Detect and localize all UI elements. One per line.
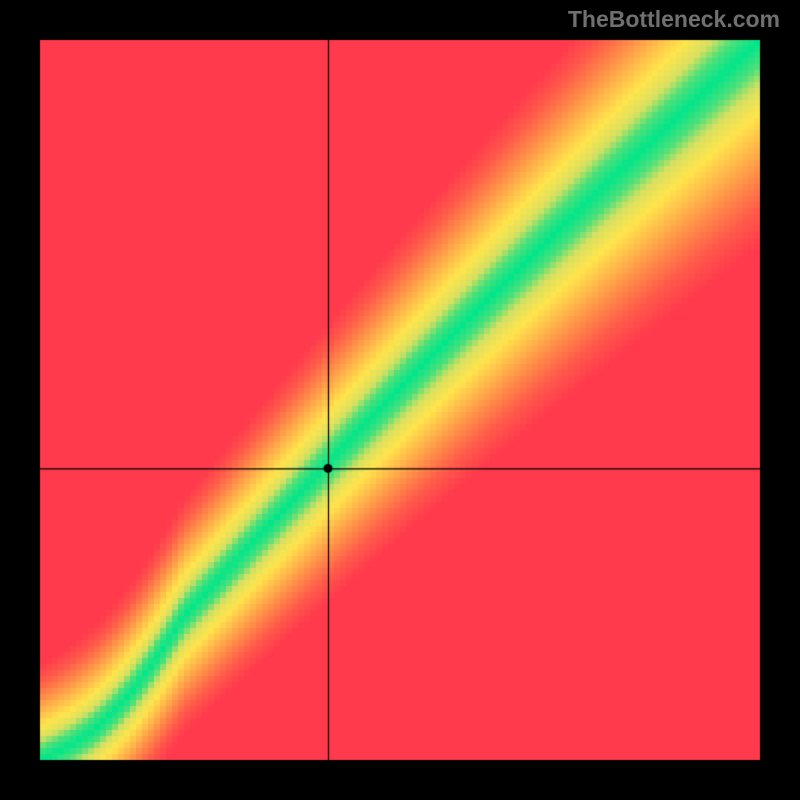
bottleneck-heatmap <box>0 0 800 800</box>
attribution-text: TheBottleneck.com <box>568 6 780 33</box>
